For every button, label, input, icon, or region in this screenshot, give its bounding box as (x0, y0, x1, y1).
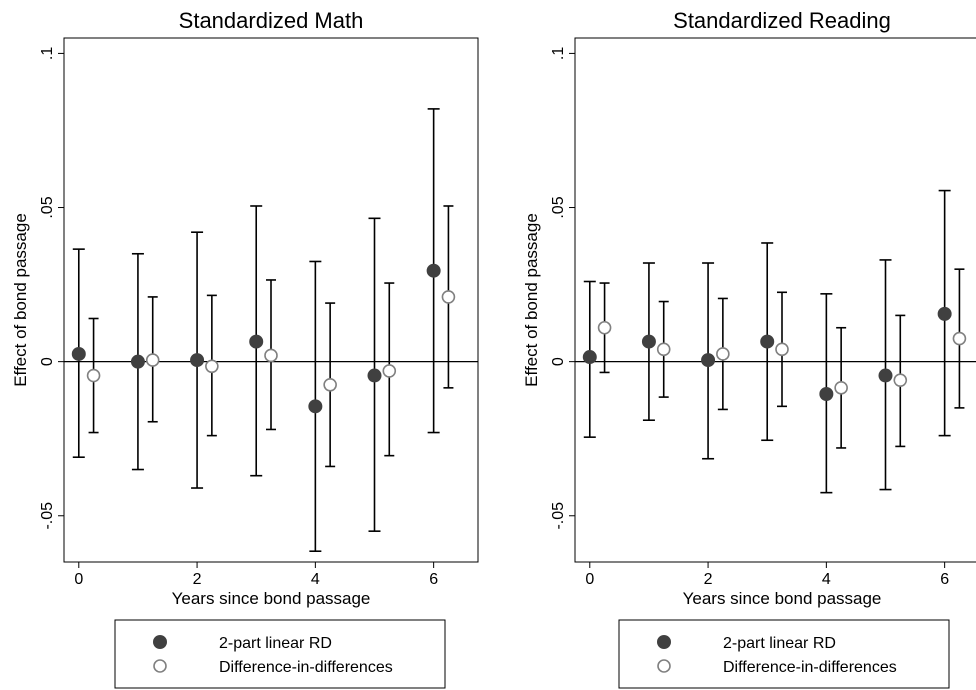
data-point-did (775, 342, 789, 357)
y-tick-label: .1 (550, 47, 567, 60)
legend-label: Difference-in-differences (723, 659, 897, 676)
y-tick-label: .05 (550, 196, 567, 218)
legend-marker-did (153, 659, 167, 673)
x-axis-label: Years since bond passage (172, 589, 371, 608)
data-point-did (323, 377, 337, 392)
data-point-rd (937, 306, 952, 321)
data-point-rd (582, 350, 597, 365)
data-point-did (205, 359, 219, 374)
series-rd (582, 189, 952, 494)
y-tick-label: 0 (550, 357, 567, 366)
x-tick-label: 2 (193, 571, 202, 588)
series-did (86, 205, 456, 468)
y-axis-label: Effect of bond passage (11, 213, 30, 387)
data-point-rd (760, 334, 775, 349)
series-rd (71, 108, 441, 553)
legend-label: 2-part linear RD (723, 635, 836, 652)
legend-marker-rd (657, 635, 671, 649)
legend-label: 2-part linear RD (219, 635, 332, 652)
data-point-did (656, 342, 671, 357)
data-point-did (893, 373, 908, 387)
x-tick-label: 6 (429, 571, 438, 588)
y-tick-label: -.05 (39, 502, 56, 530)
legend-marker-did (657, 659, 671, 673)
data-point-did (441, 290, 456, 304)
legend: 2-part linear RD Difference-in-difference… (618, 619, 950, 689)
data-point-did (86, 368, 101, 383)
data-point-did (834, 381, 848, 395)
data-point-did (716, 347, 730, 361)
data-point-rd (308, 399, 323, 414)
y-axis-label: Effect of bond passage (522, 213, 541, 387)
data-point-did (597, 320, 612, 335)
chart-title: Standardized Math (179, 8, 364, 33)
data-point-did (145, 353, 160, 367)
y-tick-label: -.05 (550, 502, 567, 530)
plot-frame (63, 37, 479, 563)
data-point-did (382, 364, 397, 378)
x-tick-label: 6 (940, 571, 949, 588)
x-tick-label: 0 (74, 571, 83, 588)
data-point-rd (819, 387, 834, 402)
data-point-rd (367, 368, 382, 383)
data-point-rd (426, 263, 441, 278)
data-point-rd (641, 334, 656, 349)
data-point-rd (249, 334, 264, 349)
data-point-rd (190, 353, 205, 368)
x-tick-label: 4 (311, 571, 320, 588)
chart-panel-1: Standardized Reading -.05 0 .05 .1 0 2 4 6 Years … (522, 8, 976, 689)
series-did (597, 268, 967, 449)
legend-marker-rd (153, 635, 167, 649)
x-tick-label: 2 (704, 571, 713, 588)
data-point-rd (130, 354, 145, 369)
legend-box (114, 619, 446, 689)
chart-panel-0: Standardized Math -.05 0 .05 .1 0 2 4 6 Years sin… (11, 8, 479, 689)
x-tick-label: 4 (822, 571, 831, 588)
legend: 2-part linear RD Difference-in-difference… (114, 619, 446, 689)
y-tick-label: .1 (39, 47, 56, 60)
chart-title: Standardized Reading (673, 8, 891, 33)
data-point-did (264, 348, 278, 363)
data-point-rd (701, 353, 716, 368)
x-axis-label: Years since bond passage (683, 589, 882, 608)
plot-frame (574, 37, 976, 563)
y-tick-label: 0 (39, 357, 56, 366)
data-point-did (952, 331, 967, 346)
x-tick-label: 0 (585, 571, 594, 588)
data-point-rd (878, 368, 893, 383)
legend-box (618, 619, 950, 689)
legend-label: Difference-in-differences (219, 659, 393, 676)
y-tick-label: .05 (39, 196, 56, 218)
data-point-rd (71, 346, 86, 361)
